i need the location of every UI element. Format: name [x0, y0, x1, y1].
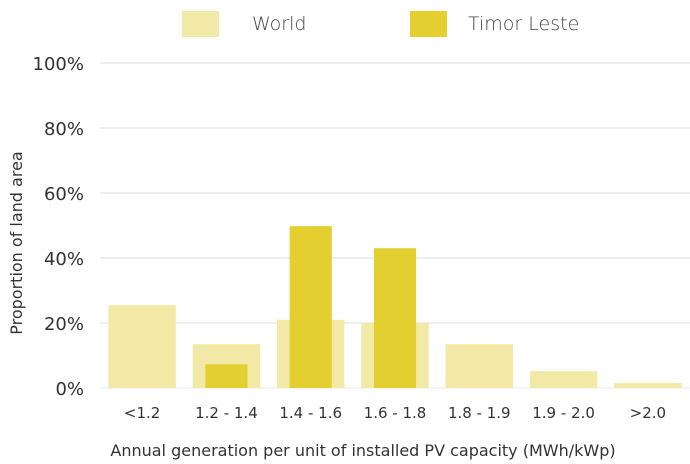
bar-timor-leste: [205, 364, 248, 388]
x-tick-label: 1.9 - 2.0: [532, 404, 595, 422]
legend-world-label: World: [252, 13, 307, 35]
bar-world: [614, 383, 682, 388]
y-tick-label: 80%: [44, 119, 84, 140]
x-axis-title: Annual generation per unit of installed …: [110, 441, 615, 460]
x-tick-label: <1.2: [124, 404, 160, 422]
legend-timor: Timor Leste: [410, 10, 579, 38]
bar-timor-leste: [373, 248, 417, 388]
y-tick-label: 0%: [55, 379, 84, 400]
y-tick-label: 20%: [44, 314, 84, 335]
legend-timor-label: Timor Leste: [468, 13, 580, 35]
y-tick-label: 40%: [44, 249, 84, 270]
bar-world: [529, 371, 598, 388]
legend-timor-swatch: [410, 11, 447, 37]
legend-world: World: [182, 10, 306, 38]
y-axis-title: Proportion of land area: [7, 151, 26, 334]
bar-timor-leste: [289, 226, 332, 388]
legend-world-swatch: [182, 11, 219, 37]
bar-world: [445, 344, 513, 388]
y-tick-label: 100%: [33, 54, 84, 75]
x-tick-label: 1.4 - 1.6: [279, 404, 342, 422]
x-tick-label: >2.0: [630, 404, 666, 422]
x-tick-label: 1.8 - 1.9: [448, 404, 511, 422]
x-tick-label: 1.6 - 1.8: [364, 404, 427, 422]
x-tick-label: 1.2 - 1.4: [195, 404, 258, 422]
bar-world: [108, 305, 176, 388]
y-tick-label: 60%: [44, 184, 84, 205]
